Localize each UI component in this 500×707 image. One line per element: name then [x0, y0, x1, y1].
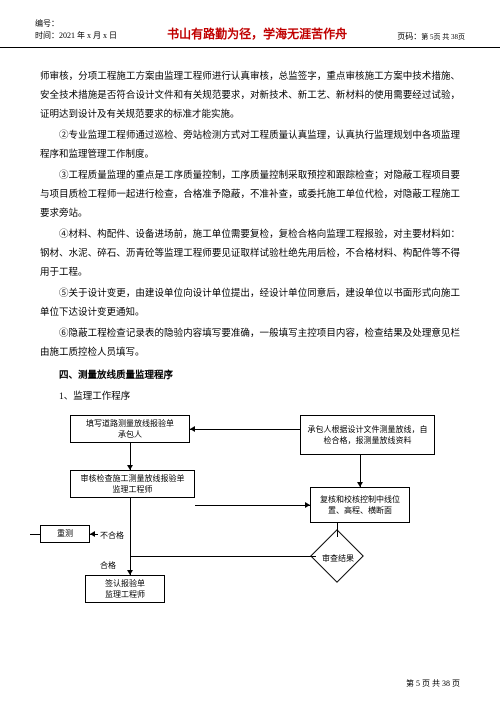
page-label: 页码：	[397, 32, 421, 41]
flow-node-fill-report: 填写道路测量放线报验单 承包人	[70, 415, 190, 443]
p4: ④材料、构配件、设备进场前，施工单位需要复检，复检合格向监理工程报验，对主要材料…	[40, 226, 460, 283]
page-value: 第 5页 共 38页	[421, 33, 465, 41]
flow-decision-label: 审查结果	[308, 551, 368, 567]
connector	[130, 556, 316, 557]
connector	[30, 534, 40, 535]
header-serial: 编号：	[35, 18, 117, 30]
sub-title: 1、监理工作程序	[40, 388, 460, 407]
flow-node-contractor-measure: 承包人根据设计文件测量放线，自检合格，报测量放线资料	[300, 415, 435, 455]
arrow-icon	[90, 531, 95, 537]
page-footer: 第 5 页 共 38 页	[406, 678, 460, 689]
arrow-icon	[127, 465, 133, 470]
connector	[337, 523, 338, 537]
header-left: 编号： 时间：2021 年 x 月 x 日	[35, 18, 117, 42]
p3: ③工程质量监理的重点是工序质量控制，工序质量控制采取预控和跟踪检查；对隐蔽工程项…	[40, 167, 460, 224]
header-date: 时间：2021 年 x 月 x 日	[35, 30, 117, 42]
p6: ⑥隐蔽工程检查记录表的隐验内容填写要准确，一般填写主控项目内容，检查结果及处理意…	[40, 325, 460, 363]
flow-node-remeasure: 重测	[40, 525, 90, 543]
arrow-icon	[305, 502, 310, 508]
content-body: 师审核，分项工程施工方案由监理工程师进行认真审核，总监签字，重点审核施工方案中技…	[0, 48, 500, 645]
arrow-icon	[357, 482, 363, 487]
flowchart: 填写道路测量放线报验单 承包人 承包人根据设计文件测量放线，自检合格，报测量放线…	[40, 415, 460, 635]
connector	[130, 498, 131, 575]
p5: ⑤关于设计变更，由建设单位向设计单位提出，经设计单位同意后，建设单位以书面形式向…	[40, 285, 460, 323]
label-not-pass: 不合格	[100, 528, 124, 544]
header-motto: 书山有路勤为径，学海无涯苦作舟	[117, 25, 397, 42]
label-pass: 合格	[100, 558, 116, 574]
page-header: 编号： 时间：2021 年 x 月 x 日 书山有路勤为径，学海无涯苦作舟 页码…	[0, 0, 500, 48]
arrow-icon	[190, 426, 195, 432]
flow-node-sign: 签认报验单 监理工程师	[85, 575, 165, 603]
flow-node-recheck: 复核和校核控制中线位置、高程、横断面	[310, 487, 410, 523]
arrow-icon	[127, 570, 133, 575]
p2: ②专业监理工程师通过巡检、旁站检测方式对工程质量认真监理，认真执行监理规划中各项…	[40, 127, 460, 165]
connector	[190, 429, 300, 430]
flow-node-review: 审核检查施工测量放线报验单 监理工程师	[70, 470, 195, 498]
p1: 师审核，分项工程施工方案由监理工程师进行认真审核，总监签字，重点审核施工方案中技…	[40, 68, 460, 125]
section-title: 四、测量放线质量监理程序	[40, 367, 460, 386]
header-page: 页码：第 5页 共 38页	[397, 31, 465, 42]
connector	[195, 505, 310, 506]
